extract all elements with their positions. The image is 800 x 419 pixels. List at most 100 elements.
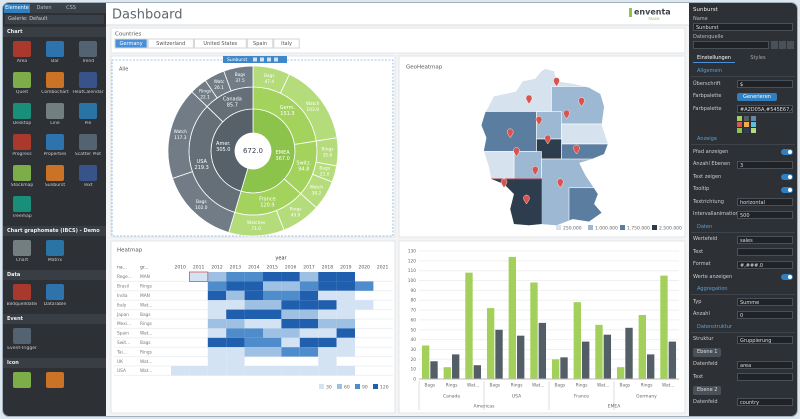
section-header[interactable]: Chart xyxy=(3,27,106,37)
element-icon[interactable] xyxy=(13,165,31,181)
heatmap-cell[interactable] xyxy=(281,309,300,319)
color-swatch[interactable] xyxy=(751,127,756,133)
bar[interactable] xyxy=(530,282,538,379)
section-header[interactable]: Anzeige xyxy=(691,134,795,145)
sunburst-segment[interactable] xyxy=(223,65,254,92)
heatmap-cell[interactable] xyxy=(226,272,245,282)
filter-option-box[interactable] xyxy=(273,38,300,49)
map-pin[interactable] xyxy=(544,134,551,145)
heatmap-cell[interactable] xyxy=(207,337,227,348)
field-input[interactable]: #,###.0 xyxy=(737,260,793,269)
field-input[interactable]: 0 xyxy=(737,310,793,319)
element-icon[interactable] xyxy=(13,284,31,300)
bar[interactable] xyxy=(582,341,590,379)
bar[interactable] xyxy=(660,275,668,379)
heatmap-cell[interactable] xyxy=(244,281,263,291)
map-pin[interactable] xyxy=(557,178,564,189)
heatmap-cell[interactable] xyxy=(318,356,337,366)
toolbar-icon[interactable] xyxy=(274,57,278,62)
element-icon[interactable] xyxy=(79,103,97,119)
heatmap-cell[interactable] xyxy=(226,356,245,366)
field-input[interactable] xyxy=(737,248,793,256)
level-chip[interactable]: Ebene 1 xyxy=(693,348,722,357)
bar[interactable] xyxy=(486,308,495,379)
section-header[interactable]: Data xyxy=(3,270,106,280)
field-input[interactable]: #A2D05A,#545E67,#6588A8 xyxy=(737,105,793,113)
heatmap-cell[interactable] xyxy=(226,281,245,291)
section-header[interactable]: Allgemein xyxy=(691,66,795,77)
filter-option-box[interactable] xyxy=(246,38,274,49)
icon-button[interactable] xyxy=(771,41,778,49)
bar[interactable] xyxy=(551,359,560,379)
bar[interactable] xyxy=(616,367,625,379)
color-swatch[interactable] xyxy=(744,115,749,121)
element-icon[interactable] xyxy=(13,103,31,119)
toggle[interactable] xyxy=(781,174,793,180)
toolbar-icon[interactable] xyxy=(260,57,264,62)
map-pin[interactable] xyxy=(523,194,530,205)
heatmap-cell[interactable] xyxy=(299,272,319,282)
bar[interactable] xyxy=(603,334,612,379)
heatmap-cell[interactable] xyxy=(189,366,208,376)
bar[interactable] xyxy=(595,324,603,379)
bar[interactable] xyxy=(668,341,677,379)
heatmap-cell[interactable] xyxy=(244,272,263,282)
heatmap-cell[interactable] xyxy=(299,300,319,310)
map-pin[interactable] xyxy=(578,97,585,107)
field-input[interactable]: horizontal xyxy=(737,198,793,206)
heatmap-cell[interactable] xyxy=(281,319,300,329)
heatmap-cell[interactable] xyxy=(318,281,337,291)
filter-option[interactable]: United States xyxy=(203,41,237,47)
element-icon[interactable] xyxy=(13,196,31,212)
element-icon[interactable] xyxy=(13,72,31,88)
heatmap-cell[interactable] xyxy=(263,337,282,348)
heatmap-cell[interactable] xyxy=(281,290,300,301)
heatmap-cell[interactable] xyxy=(244,319,263,329)
heatmap-cell[interactable] xyxy=(263,319,282,329)
toolbar-icon[interactable] xyxy=(253,57,257,62)
heatmap-cell[interactable] xyxy=(207,366,227,376)
element-icon[interactable] xyxy=(79,165,97,181)
dropdown[interactable] xyxy=(693,41,769,49)
bar[interactable] xyxy=(638,315,646,379)
element-icon[interactable] xyxy=(46,72,64,88)
toggle[interactable] xyxy=(781,149,793,155)
heatmap-cell[interactable] xyxy=(336,366,355,376)
section-header[interactable]: Event xyxy=(3,314,106,324)
heatmap-cell[interactable] xyxy=(336,337,355,348)
heatmap-cell[interactable] xyxy=(226,347,245,357)
heatmap-cell[interactable] xyxy=(207,281,227,291)
heatmap-cell[interactable] xyxy=(207,328,227,338)
heatmap-cell[interactable] xyxy=(336,290,355,301)
map-region[interactable] xyxy=(513,151,542,180)
heatmap-cell[interactable] xyxy=(263,281,282,291)
heatmap-cell[interactable] xyxy=(244,309,263,319)
toggle[interactable] xyxy=(781,186,793,193)
heatmap-cell[interactable] xyxy=(318,328,337,338)
heatmap-cell[interactable] xyxy=(207,290,227,301)
toggle[interactable] xyxy=(781,274,793,280)
heatmap-cell[interactable] xyxy=(207,309,227,319)
heatmap-cell[interactable] xyxy=(299,319,319,329)
heatmap-cell[interactable] xyxy=(263,290,282,301)
bar[interactable] xyxy=(421,345,430,379)
heatmap-cell[interactable] xyxy=(226,328,245,338)
settings-tab[interactable]: Einstellungen xyxy=(693,54,735,63)
field-input[interactable]: $ xyxy=(737,80,793,88)
heatmap-cell[interactable] xyxy=(207,319,227,329)
heatmap-cell[interactable] xyxy=(299,337,319,348)
heatmap-cell[interactable] xyxy=(318,319,337,329)
heatmap-cell[interactable] xyxy=(171,366,190,376)
heatmap-cell[interactable] xyxy=(336,319,355,329)
section-header[interactable]: Chart graphomate (IBCS) - Demo xyxy=(3,226,106,236)
filter-option-box[interactable] xyxy=(147,38,194,49)
color-swatch[interactable] xyxy=(751,115,756,121)
element-icon[interactable] xyxy=(46,240,64,256)
heatmap-cell[interactable] xyxy=(263,300,282,310)
element-icon[interactable] xyxy=(79,72,97,88)
filter-option[interactable]: Spain xyxy=(253,41,267,47)
button[interactable]: Generieren xyxy=(737,92,777,101)
heatmap-cell[interactable] xyxy=(244,328,263,338)
heatmap-cell[interactable] xyxy=(336,300,355,310)
heatmap-cell[interactable] xyxy=(226,366,245,376)
